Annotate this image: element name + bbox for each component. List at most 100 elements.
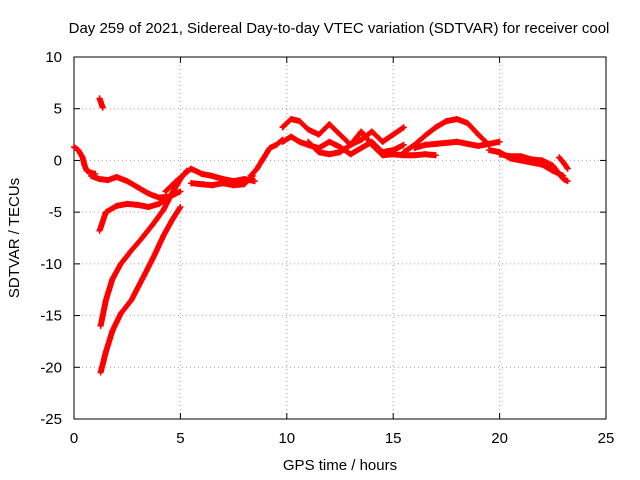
data-point xyxy=(422,141,429,148)
series-morning-flat xyxy=(162,165,258,195)
data-point xyxy=(97,98,104,105)
data-point xyxy=(99,104,106,111)
data-point xyxy=(411,145,418,152)
series-evening-low xyxy=(496,151,571,185)
data-point xyxy=(279,124,286,131)
data-point xyxy=(390,151,397,158)
data-point xyxy=(496,151,503,158)
data-point xyxy=(149,221,156,228)
series-descending-a xyxy=(96,196,169,234)
data-point xyxy=(549,162,556,169)
data-point xyxy=(124,178,131,185)
data-point xyxy=(241,181,248,188)
data-point xyxy=(326,138,333,145)
data-point xyxy=(177,203,184,210)
data-point xyxy=(117,310,124,317)
data-point xyxy=(209,172,216,179)
x-tick-label: 20 xyxy=(491,430,508,447)
data-point xyxy=(475,131,482,138)
data-point xyxy=(162,188,169,195)
data-point xyxy=(517,153,524,160)
y-axis-label: SDTVAR / TECUs xyxy=(6,178,23,298)
data-point xyxy=(358,145,365,152)
tick-layer xyxy=(73,56,607,420)
data-point xyxy=(560,159,567,166)
data-point xyxy=(315,149,322,156)
data-point xyxy=(564,178,571,185)
data-point xyxy=(188,165,195,172)
data-point xyxy=(168,190,175,197)
data-point xyxy=(528,156,535,163)
data-point xyxy=(251,178,258,185)
data-point xyxy=(160,232,167,239)
data-point xyxy=(288,116,295,123)
data-point xyxy=(145,190,152,197)
data-point xyxy=(156,200,163,207)
data-point xyxy=(75,147,82,154)
x-axis-label: GPS time / hours xyxy=(283,457,397,474)
data-point xyxy=(539,157,546,164)
data-point xyxy=(560,176,567,183)
data-point xyxy=(134,201,141,208)
data-point xyxy=(507,153,514,160)
y-tick-label: 0 xyxy=(54,152,62,169)
data-point xyxy=(564,165,571,172)
y-tick-label: -10 xyxy=(40,256,62,273)
data-point xyxy=(209,182,216,189)
data-point xyxy=(139,276,146,283)
data-point xyxy=(219,180,226,187)
data-point xyxy=(358,136,365,143)
data-point xyxy=(273,141,280,148)
data-point xyxy=(337,149,343,156)
data-point xyxy=(379,152,386,159)
data-point xyxy=(296,118,303,125)
data-point xyxy=(96,176,103,183)
data-point xyxy=(188,180,195,187)
x-tick-label: 15 xyxy=(385,430,402,447)
y-tick-label: -15 xyxy=(40,308,62,325)
data-point xyxy=(124,200,131,207)
data-point xyxy=(81,162,88,169)
data-point xyxy=(347,141,354,148)
data-point xyxy=(117,260,124,267)
data-point xyxy=(128,297,135,304)
plus-markers xyxy=(247,136,286,179)
data-point xyxy=(347,151,354,158)
data-marks xyxy=(71,95,571,376)
series-steep-b xyxy=(97,203,184,376)
data-point xyxy=(260,155,267,162)
data-point xyxy=(88,172,95,179)
data-point xyxy=(173,178,180,185)
y-tick-label: -20 xyxy=(40,359,62,376)
data-point xyxy=(168,217,175,224)
series-afternoon-hump xyxy=(400,116,492,156)
data-point xyxy=(156,194,163,201)
data-point xyxy=(109,276,116,283)
data-point xyxy=(368,128,375,135)
data-point xyxy=(230,182,237,189)
data-point xyxy=(305,126,312,133)
data-point xyxy=(443,118,450,125)
data-point xyxy=(454,116,461,123)
data-point xyxy=(326,121,333,128)
data-point xyxy=(279,138,286,145)
data-point xyxy=(96,95,103,102)
data-point xyxy=(128,247,135,254)
data-point xyxy=(105,177,112,184)
data-point xyxy=(254,165,261,172)
series-daytime-low xyxy=(305,128,439,159)
plot-frame xyxy=(73,56,607,420)
data-point xyxy=(443,139,450,146)
data-point xyxy=(97,322,104,329)
data-point xyxy=(422,151,429,158)
data-point xyxy=(198,170,205,177)
x-tick-label: 25 xyxy=(598,430,615,447)
data-point xyxy=(198,181,205,188)
data-point xyxy=(432,140,439,147)
data-point xyxy=(400,141,407,148)
series-afternoon-flat xyxy=(411,138,503,152)
data-point xyxy=(454,138,461,145)
y-tick-label: -25 xyxy=(40,411,62,428)
data-point xyxy=(475,142,482,149)
